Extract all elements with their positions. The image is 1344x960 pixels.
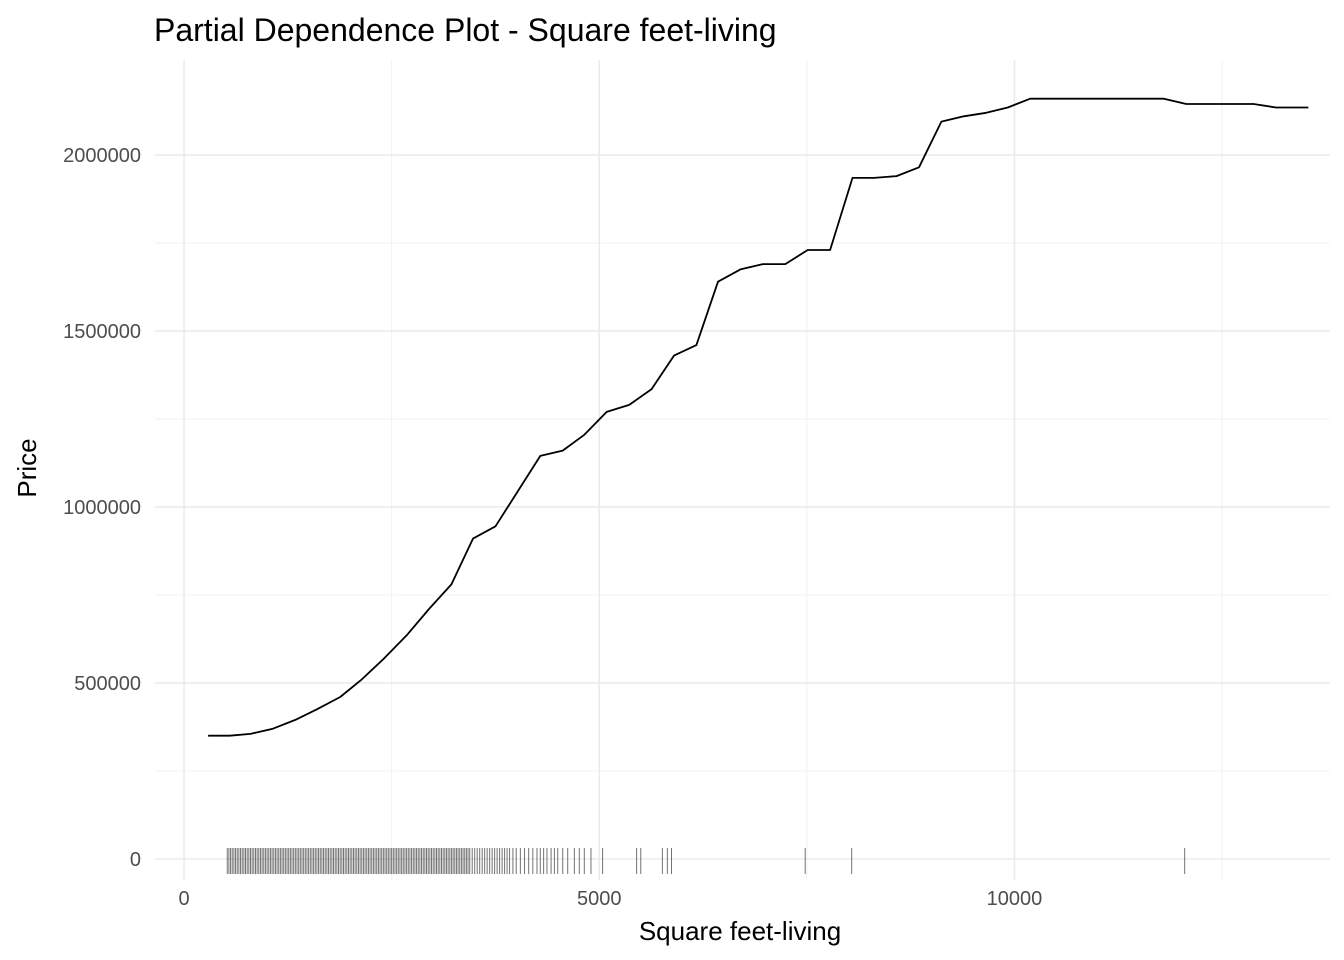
- y-tick-label: 500000: [74, 673, 141, 695]
- x-tick-label: 0: [179, 888, 190, 910]
- rug-marks: [226, 848, 1186, 874]
- y-tick-labels: 0 500000 1000000 1500000 2000000: [63, 145, 141, 871]
- chart-title: Partial Dependence Plot - Square feet-li…: [154, 12, 777, 48]
- pdp-line-layer: [208, 97, 1309, 737]
- x-tick-label: 5000: [577, 888, 622, 910]
- minor-gridlines: [155, 60, 1330, 880]
- x-tick-label: 10000: [987, 888, 1043, 910]
- y-tick-label: 1000000: [63, 497, 141, 519]
- y-axis-title: Price: [12, 438, 42, 497]
- y-tick-label: 0: [130, 849, 141, 871]
- y-tick-label: 2000000: [63, 145, 141, 167]
- x-axis-title: Square feet-living: [639, 916, 841, 946]
- pdp-line: [208, 97, 1309, 737]
- y-tick-label: 1500000: [63, 321, 141, 343]
- major-gridlines: [155, 60, 1330, 880]
- x-tick-labels: 0 5000 10000: [179, 888, 1043, 910]
